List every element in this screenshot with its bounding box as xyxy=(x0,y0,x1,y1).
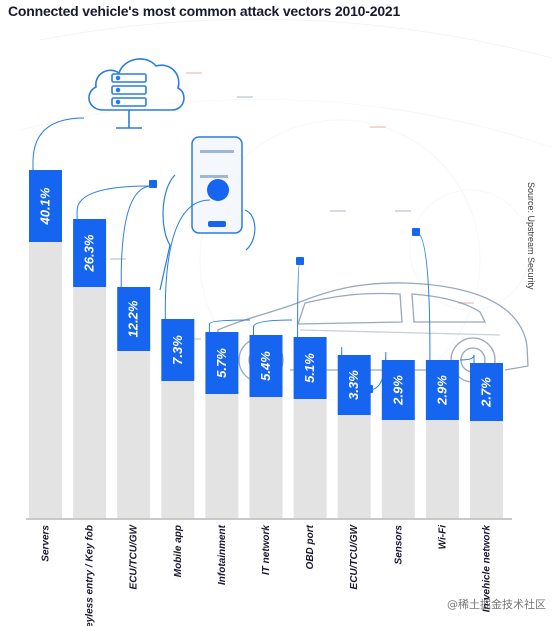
bar-value-block-ecu-tcu-gw-7 xyxy=(337,355,371,415)
bar-value-label-wi-fi-9: 2.9% xyxy=(434,375,449,406)
mobile-phone-icon xyxy=(159,136,256,291)
bar-infotainment-4: 5.7% xyxy=(205,332,239,519)
bar-value-block-mobile-app-3 xyxy=(161,319,195,381)
connector-ecu-tcu-gw-2 xyxy=(120,185,153,287)
bar-body-infotainment-4 xyxy=(205,394,239,519)
connector-wi-fi-9 xyxy=(415,231,431,360)
bar-body-servers-0 xyxy=(29,242,62,519)
bar-ecu-tcu-gw-2: 12.2% xyxy=(117,287,151,519)
bar-body-it-network-5 xyxy=(249,397,283,519)
bar-value-block-ecu-tcu-gw-2 xyxy=(117,287,151,351)
bars-layer: 40.1% 26.3% 12.2% 7.3% 5.7% 5.4% 5.1% 3.3% 2.9% 2… xyxy=(29,170,503,519)
category-label-mobile-app-3: Mobile app xyxy=(173,525,184,577)
background-decor xyxy=(19,18,552,401)
category-label-infotainment-4: Infotainment xyxy=(217,524,228,585)
category-label-keyless-entry-key-fob-1: Keyless entry / Key fob xyxy=(85,525,96,626)
connector-keyless-entry-key-fob-1 xyxy=(76,185,151,219)
bar-value-block-wi-fi-9 xyxy=(425,360,459,420)
bar-value-label-infotainment-4: 5.7% xyxy=(214,348,229,378)
bar-value-block-keyless-entry-key-fob-1 xyxy=(73,219,107,287)
bar-wi-fi-9: 2.9% xyxy=(425,360,459,519)
bar-sensors-8: 2.9% xyxy=(381,360,415,519)
bar-value-label-in-vehicle-network-10: 2.7% xyxy=(479,377,494,408)
bar-it-network-5: 5.4% xyxy=(249,335,283,519)
category-label-wi-fi-9: Wi-Fi xyxy=(437,525,448,550)
bar-body-ecu-tcu-gw-2 xyxy=(117,351,151,519)
bar-obd-port-6: 5.1% xyxy=(293,337,327,519)
bar-value-block-servers-0 xyxy=(29,170,62,242)
bar-body-ecu-tcu-gw-7 xyxy=(337,415,371,519)
bar-keyless-entry-key-fob-1: 26.3% xyxy=(73,219,107,519)
category-label-ecu-tcu-gw-2: ECU/TCU/GW xyxy=(129,523,140,589)
bar-value-label-ecu-tcu-gw-7: 3.3% xyxy=(346,370,361,400)
connector-in-vehicle-network-10 xyxy=(459,354,475,363)
bar-value-block-it-network-5 xyxy=(249,335,283,397)
bar-body-wi-fi-9 xyxy=(425,420,459,519)
cloud-server-icon xyxy=(88,58,185,129)
category-label-sensors-8: Sensors xyxy=(393,525,404,565)
bar-value-block-infotainment-4 xyxy=(205,332,239,394)
category-label-it-network-5: IT network xyxy=(261,525,272,575)
bar-body-mobile-app-3 xyxy=(161,381,195,519)
bar-body-keyless-entry-key-fob-1 xyxy=(73,287,107,519)
bar-value-label-keyless-entry-key-fob-1: 26.3% xyxy=(82,234,97,272)
bar-body-obd-port-6 xyxy=(293,399,327,519)
connector-infotainment-4 xyxy=(208,319,251,332)
bar-value-block-obd-port-6 xyxy=(293,337,327,399)
connector-obd-port-6 xyxy=(297,261,301,337)
bar-in-vehicle-network-10: 2.7% xyxy=(470,363,503,519)
bar-value-label-obd-port-6: 5.1% xyxy=(302,353,317,383)
bar-value-label-ecu-tcu-gw-2: 12.2% xyxy=(126,300,141,337)
watermark: @稀土掘金技术社区 xyxy=(447,598,546,611)
bar-servers-0: 40.1% xyxy=(29,170,62,519)
bar-value-label-sensors-8: 2.9% xyxy=(390,375,405,406)
bar-value-label-mobile-app-3: 7.3% xyxy=(170,335,185,365)
connector-it-network-5 xyxy=(253,319,293,335)
chart-title: Connected vehicle's most common attack v… xyxy=(8,3,401,19)
connector-lines xyxy=(32,117,475,391)
category-label-servers-0: Servers xyxy=(41,525,52,562)
bar-body-sensors-8 xyxy=(381,420,415,519)
bar-ecu-tcu-gw-7: 3.3% xyxy=(337,355,371,519)
connector-servers-0 xyxy=(32,117,85,170)
bar-value-block-sensors-8 xyxy=(381,360,415,420)
bar-value-label-it-network-5: 5.4% xyxy=(258,351,273,381)
category-labels: Servers Keyless entry / Key fob ECU/TCU/GW… xyxy=(41,523,493,626)
connector-mobile-app-3 xyxy=(164,199,211,319)
category-label-ecu-tcu-gw-7: ECU/TCU/GW xyxy=(349,523,360,589)
bar-value-block-in-vehicle-network-10 xyxy=(470,363,503,421)
category-label-obd-port-6: OBD port xyxy=(305,524,316,569)
bar-mobile-app-3: 7.3% xyxy=(161,319,195,519)
bar-body-in-vehicle-network-10 xyxy=(470,421,503,519)
bar-value-label-servers-0: 40.1% xyxy=(38,187,53,225)
category-label-in-vehicle-network-10: In-vehicle network xyxy=(482,525,493,613)
